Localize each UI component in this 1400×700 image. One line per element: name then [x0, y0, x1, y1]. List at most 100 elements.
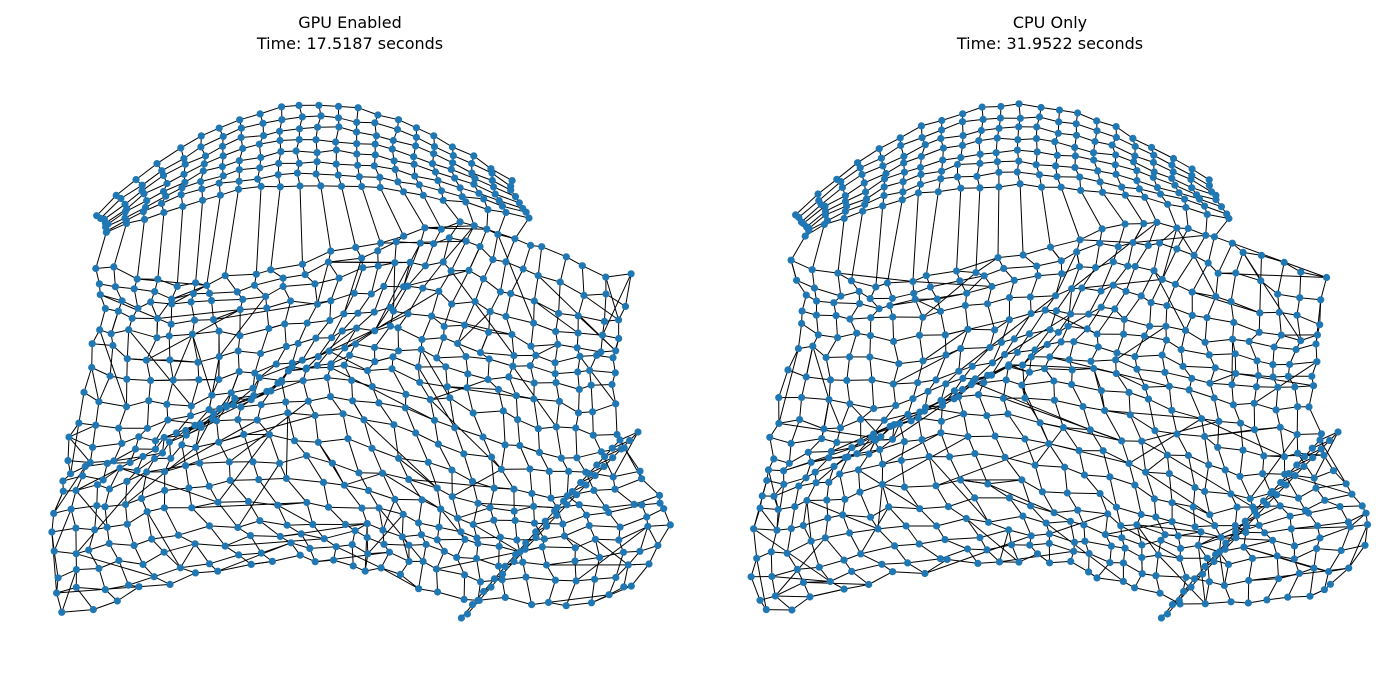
graph-edge — [56, 586, 140, 594]
graph-edge — [327, 377, 352, 381]
graph-edge — [1022, 365, 1026, 399]
graph-node — [334, 102, 343, 110]
graph-node — [1045, 440, 1053, 448]
graph-node — [984, 371, 992, 379]
graph-node — [231, 394, 239, 403]
graph-node — [451, 174, 459, 182]
graph-edge — [472, 503, 479, 525]
graph-edge — [328, 506, 346, 525]
graph-edge — [179, 543, 196, 569]
graph-node — [907, 417, 915, 425]
graph-node — [914, 414, 922, 422]
graph-edge — [98, 401, 127, 408]
graph-node — [1257, 251, 1266, 259]
graph-node — [252, 270, 260, 278]
graph-edge — [940, 305, 966, 312]
graph-node — [586, 366, 594, 374]
graph-edge — [1125, 266, 1136, 292]
graph-edge — [858, 469, 861, 493]
graph-edge — [217, 434, 270, 503]
graph-node — [1137, 292, 1145, 300]
graph-node — [135, 583, 143, 591]
graph-edge — [261, 401, 286, 406]
graph-edge — [1294, 548, 1317, 560]
graph-edge — [879, 441, 905, 451]
graph-node — [991, 326, 999, 334]
graph-edge — [775, 595, 810, 598]
graph-edge — [802, 205, 826, 224]
graph-node — [1131, 353, 1139, 361]
graph-node — [440, 334, 448, 342]
graph-node — [766, 433, 774, 441]
graph-node — [282, 474, 290, 482]
graph-node — [1217, 203, 1225, 211]
graph-node — [840, 214, 848, 222]
graph-edge — [374, 325, 391, 348]
graph-node — [430, 132, 438, 140]
graph-edge — [845, 182, 865, 197]
graph-node — [902, 522, 910, 530]
graph-edge — [1115, 173, 1138, 182]
graph-node — [843, 376, 851, 384]
graph-edge — [1157, 554, 1206, 605]
graph-edge — [564, 525, 590, 537]
graph-node — [355, 173, 363, 181]
graph-edge — [1217, 242, 1233, 274]
graph-node — [160, 208, 168, 217]
graph-node — [843, 202, 851, 210]
graph-node — [1210, 557, 1218, 566]
graph-node — [1275, 308, 1283, 316]
graph-node — [980, 272, 988, 280]
graph-node — [1197, 415, 1206, 423]
graph-edge — [1128, 418, 1202, 464]
graph-node — [1162, 336, 1170, 344]
graph-edge — [1084, 540, 1112, 547]
graph-node — [1301, 453, 1309, 461]
graph-edge — [846, 379, 873, 381]
graph-edge — [283, 283, 315, 287]
graph-edge — [473, 410, 504, 414]
graph-edge — [1275, 387, 1279, 410]
graph-edge — [530, 365, 556, 375]
graph-edge — [171, 284, 207, 300]
graph-node — [1112, 123, 1120, 131]
graph-node — [440, 547, 448, 555]
graph-edge — [98, 568, 106, 590]
graph-node — [867, 314, 875, 322]
graph-edge — [775, 581, 804, 597]
graph-node — [544, 598, 553, 607]
graph-node — [364, 486, 373, 495]
graph-edge — [286, 478, 308, 503]
graph-node — [354, 161, 362, 169]
graph-edge — [1206, 296, 1217, 318]
graph-node — [95, 564, 103, 573]
graph-edge — [436, 569, 439, 593]
graph-edge — [1153, 176, 1176, 186]
graph-node — [1232, 528, 1240, 536]
graph-edge — [1080, 189, 1103, 193]
graph-node — [892, 401, 900, 409]
graph-node — [1269, 536, 1277, 544]
graph-node — [1032, 161, 1040, 169]
graph-node — [820, 220, 828, 229]
graph-node — [1293, 430, 1301, 439]
graph-edge — [438, 443, 464, 455]
graph-node — [856, 488, 864, 496]
graph-node — [1272, 406, 1280, 414]
graph-node — [165, 332, 173, 340]
graph-edge — [442, 225, 475, 263]
graph-node — [207, 297, 216, 305]
graph-node — [332, 138, 340, 146]
graph-edge — [1144, 197, 1158, 223]
graph-node — [435, 523, 443, 531]
graph-edge — [341, 312, 359, 332]
graph-node — [1072, 120, 1080, 128]
graph-edge — [344, 364, 368, 372]
graph-edge — [457, 343, 481, 354]
graph-node — [857, 550, 865, 558]
graph-node — [636, 467, 644, 475]
graph-node — [311, 558, 319, 566]
graph-node — [878, 480, 886, 488]
graph-edge — [1074, 167, 1098, 172]
graph-edge — [974, 453, 1005, 458]
